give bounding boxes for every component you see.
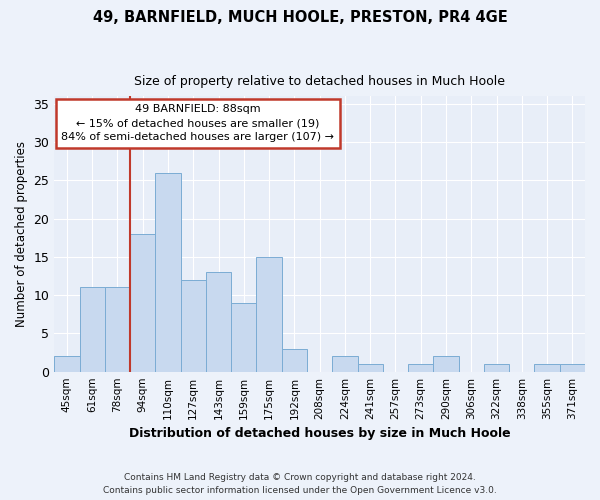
Bar — [332, 356, 358, 372]
Bar — [130, 234, 155, 372]
Bar — [105, 288, 130, 372]
X-axis label: Distribution of detached houses by size in Much Hoole: Distribution of detached houses by size … — [129, 427, 511, 440]
Bar — [535, 364, 560, 372]
Text: 49, BARNFIELD, MUCH HOOLE, PRESTON, PR4 4GE: 49, BARNFIELD, MUCH HOOLE, PRESTON, PR4 … — [92, 10, 508, 25]
Text: Contains HM Land Registry data © Crown copyright and database right 2024.
Contai: Contains HM Land Registry data © Crown c… — [103, 474, 497, 495]
Bar — [206, 272, 231, 372]
Bar — [231, 303, 256, 372]
Bar — [484, 364, 509, 372]
Title: Size of property relative to detached houses in Much Hoole: Size of property relative to detached ho… — [134, 75, 505, 88]
Bar — [54, 356, 80, 372]
Bar — [256, 257, 282, 372]
Text: 49 BARNFIELD: 88sqm
← 15% of detached houses are smaller (19)
84% of semi-detach: 49 BARNFIELD: 88sqm ← 15% of detached ho… — [61, 104, 334, 142]
Bar — [181, 280, 206, 372]
Bar — [358, 364, 383, 372]
Bar — [560, 364, 585, 372]
Bar — [408, 364, 433, 372]
Bar — [80, 288, 105, 372]
Bar — [155, 172, 181, 372]
Bar — [282, 348, 307, 372]
Y-axis label: Number of detached properties: Number of detached properties — [15, 141, 28, 327]
Bar — [433, 356, 458, 372]
